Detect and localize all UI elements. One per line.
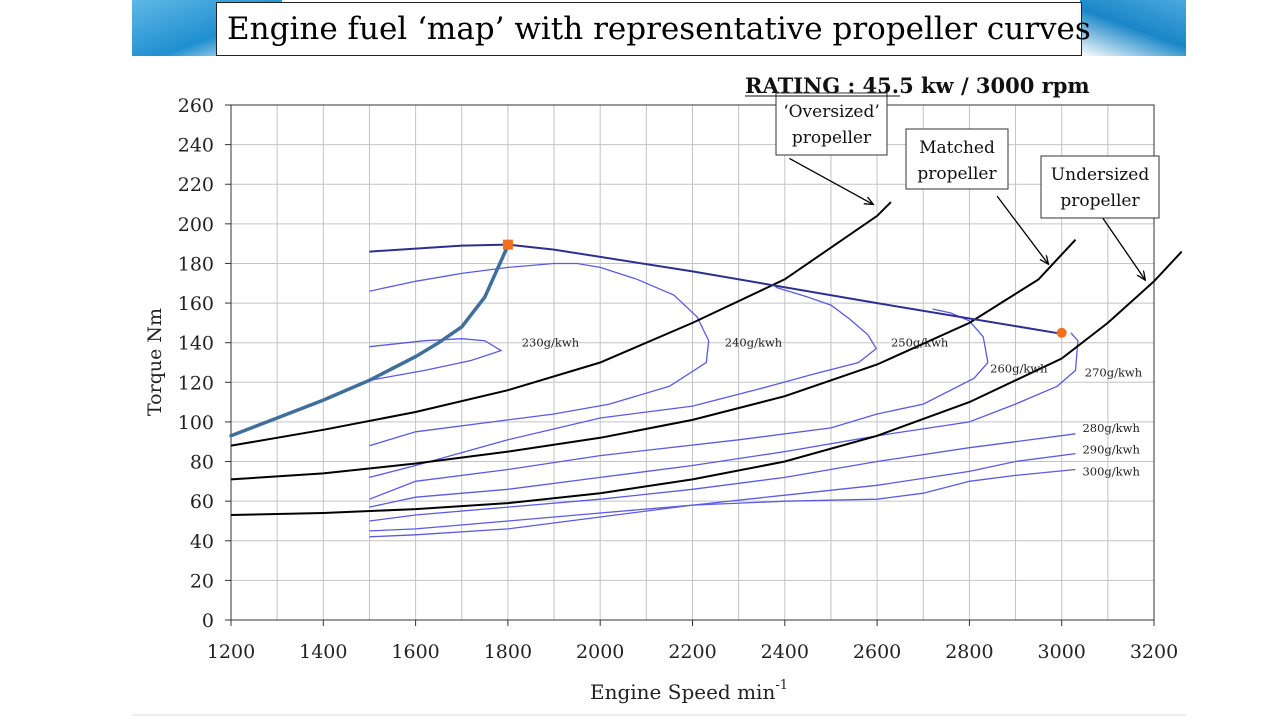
- propeller-curve: [231, 201, 892, 447]
- y-tick-label: 80: [190, 452, 214, 474]
- x-tick-label: 1400: [299, 641, 347, 663]
- operating-curve: [229, 243, 510, 438]
- rating-marker-square: [502, 239, 513, 250]
- y-tick-label: 240: [178, 135, 214, 157]
- y-tick-label: 200: [178, 214, 214, 236]
- bsfc-contour-label: 300g/kwh: [1082, 464, 1140, 478]
- propeller-label-line1: Undersized: [1051, 165, 1150, 185]
- bsfc-contour-label: 280g/kwh: [1082, 421, 1140, 435]
- y-tick-label: 260: [178, 95, 214, 117]
- bsfc-contour-label: 290g/kwh: [1082, 443, 1140, 457]
- x-tick-label: 2600: [853, 641, 901, 663]
- x-tick-label: 2000: [576, 641, 624, 663]
- y-tick-label: 0: [202, 610, 214, 632]
- title-box: Engine fuel ‘map’ with representative pr…: [216, 2, 1091, 56]
- bsfc-contour-label: 240g/kwh: [725, 336, 783, 350]
- x-tick-label: 3200: [1130, 641, 1178, 663]
- y-tick-label: 160: [178, 293, 214, 315]
- propeller-label-line2: propeller: [917, 164, 997, 184]
- bsfc-contour-line: [369, 286, 878, 479]
- propeller-label-line2: propeller: [1060, 191, 1140, 211]
- bsfc-contour-line: [369, 262, 710, 447]
- bsfc-contour-label: 270g/kwh: [1085, 365, 1143, 379]
- propeller-annotation-arrow: [789, 157, 872, 204]
- bsfc-contour-line: [369, 308, 989, 500]
- bsfc-contour-label: 250g/kwh: [891, 336, 949, 350]
- x-axis-label-text: Engine Speed min: [590, 680, 775, 704]
- y-tick-label: 40: [190, 531, 214, 553]
- x-tick-label: 2200: [668, 641, 716, 663]
- bsfc-contour-label: 230g/kwh: [522, 336, 580, 350]
- bsfc-contour-line: [369, 433, 1076, 522]
- x-tick-label: 2800: [945, 641, 993, 663]
- series: [229, 201, 1183, 538]
- slide-title: Engine fuel ‘map’ with representative pr…: [227, 11, 1091, 47]
- bsfc-contour-label: 260g/kwh: [990, 361, 1048, 375]
- propeller-annotation-box: [775, 92, 888, 156]
- curves-group: [231, 201, 1183, 538]
- y-tick-label: 180: [178, 253, 214, 275]
- max-torque-line: [369, 243, 1062, 335]
- y-tick-label: 60: [190, 491, 214, 513]
- y-axis-label: Torque Nm: [144, 308, 166, 416]
- propeller-annotation-box: [905, 128, 1009, 190]
- footer-strip: [132, 714, 1186, 716]
- x-tick-label: 1200: [207, 641, 255, 663]
- x-tick-label: 3000: [1038, 641, 1086, 663]
- propeller-label-line1: ‘Oversized’: [783, 102, 880, 122]
- propeller-annotation-arrow: [1098, 211, 1145, 279]
- y-tick-label: 140: [178, 333, 214, 355]
- bsfc-contour-line: [369, 468, 1076, 538]
- x-axis-label-superscript: -1: [775, 678, 788, 693]
- y-tick-label: 100: [178, 412, 214, 434]
- rating-marker-dot: [1056, 327, 1067, 338]
- bsfc-contour-line: [369, 452, 1076, 532]
- propeller-annotation-box: [1040, 155, 1160, 219]
- propeller-annotation-arrow: [996, 195, 1048, 263]
- x-tick-label: 1800: [484, 641, 532, 663]
- y-tick-label: 120: [178, 372, 214, 394]
- header-banner-right: [1080, 0, 1186, 56]
- y-tick-label: 220: [178, 174, 214, 196]
- propeller-curve: [231, 250, 1183, 516]
- bsfc-contour-line: [369, 338, 503, 381]
- labels: RATING : 45.5 kw / 3000 rpm Torque Nm En…: [144, 73, 1160, 704]
- y-tick-label: 20: [190, 570, 214, 592]
- x-tick-label: 1600: [391, 641, 439, 663]
- x-axis-label: Engine Speed min-1: [590, 678, 788, 704]
- propeller-curve: [231, 239, 1077, 481]
- x-tick-label: 2400: [761, 641, 809, 663]
- axes: 1200 1400 1600 1800 2000 2200 2400 2600 2800 3000…: [178, 95, 1178, 663]
- propeller-label-line1: Matched: [919, 138, 995, 158]
- propeller-label-line2: propeller: [792, 128, 872, 148]
